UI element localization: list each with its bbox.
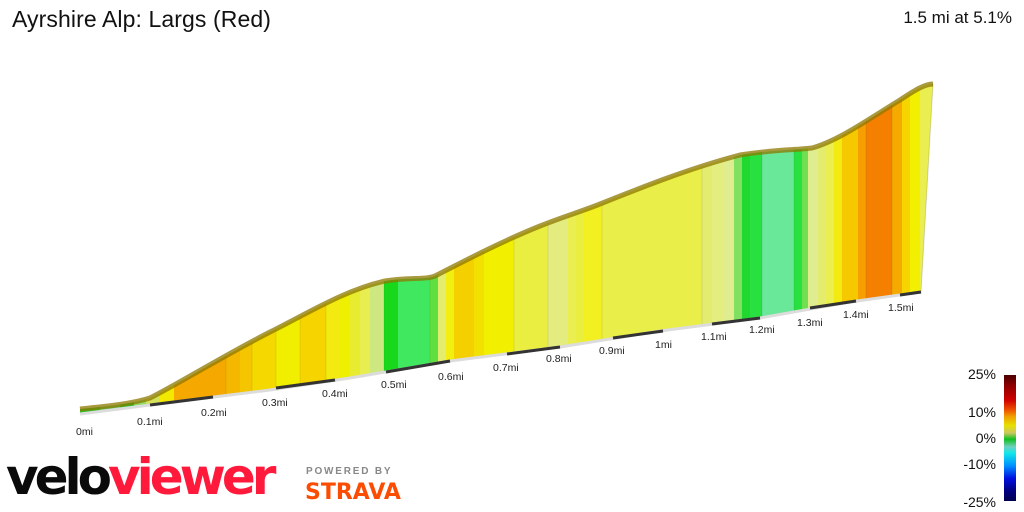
x-tick: 0.1mi [137,416,163,428]
x-tick: 1.1mi [701,331,727,343]
legend-label-max: 25% [967,366,996,382]
profile-top-edge [79,81,934,412]
x-tick: 1.5mi [888,302,914,314]
legend-label-min: -25% [963,494,996,510]
x-tick: 0.2mi [201,407,227,419]
strava-logo: STRAVA [305,480,401,505]
x-tick: 0.3mi [262,397,288,409]
x-tick: 0.6mi [438,371,464,383]
x-axis-labels: 0mi 0.1mi 0.2mi 0.3mi 0.4mi 0.5mi 0.6mi … [76,302,914,438]
x-tick: 0.4mi [322,388,348,400]
x-tick: 0.5mi [381,379,407,391]
x-tick: 0.8mi [546,353,572,365]
profile-right-edge [920,83,934,293]
legend-label-neg10: -10% [963,456,996,472]
legend-label-10: 10% [967,404,996,420]
x-tick: 0.9mi [599,345,625,357]
legend-label-0: 0% [975,430,996,446]
x-tick: 0mi [76,426,93,438]
distance-axis [79,290,922,416]
veloviewer-logo: veloviewer [6,452,276,502]
climb-summary: 1.5 mi at 5.1% [903,8,1012,27]
gradient-color-scale [1004,375,1016,501]
x-tick: 0.7mi [493,362,519,374]
x-tick: 1.2mi [749,324,775,336]
x-tick: 1mi [655,339,672,351]
x-tick: 1.4mi [843,309,869,321]
powered-by-label: POWERED BY [306,466,393,477]
x-tick: 1.3mi [797,317,823,329]
logo-viewer-text: viewer [108,448,276,506]
chart-title: Ayrshire Alp: Largs (Red) [12,6,272,32]
logo-velo-text: velo [6,448,112,506]
